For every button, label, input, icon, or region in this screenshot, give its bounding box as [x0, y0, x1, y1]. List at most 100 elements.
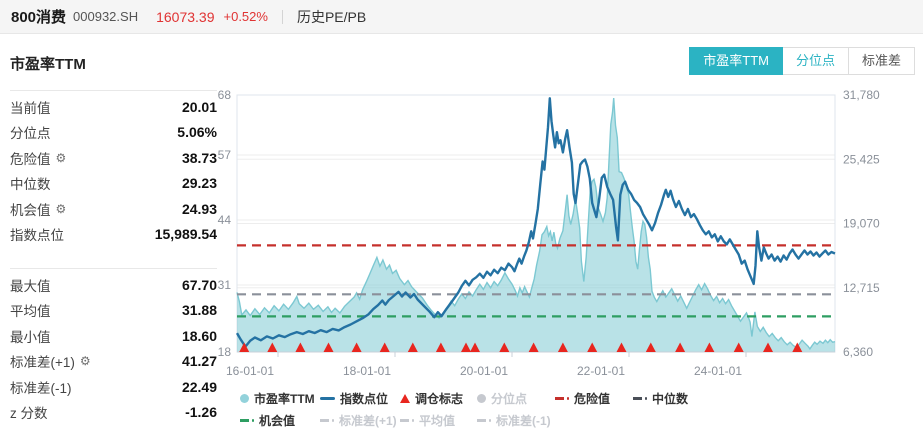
stat-label: 中位数 — [10, 177, 51, 193]
legend-label: 标准差(-1) — [496, 414, 551, 428]
index-change-percent: +0.52% — [223, 9, 268, 24]
legend-item-pe-ttm[interactable]: 市盈率TTM — [240, 389, 320, 408]
stat-label: 分位点 — [10, 126, 51, 142]
tab-stddev[interactable]: 标准差 — [847, 47, 915, 75]
svg-text:18-01-01: 18-01-01 — [343, 364, 391, 378]
opportunity-dashdot-icon — [240, 419, 254, 422]
stddev-minus1-dashdot-icon — [477, 419, 491, 422]
stat-label: 指数点位 — [10, 228, 64, 244]
gear-icon[interactable]: ⚙ — [55, 201, 67, 216]
stat-value: 29.23 — [181, 175, 217, 192]
chart-legend: 市盈率TTM 指数点位 调仓标志 分位点 危险值 中位数 机会值 标准差(+1)… — [240, 389, 723, 430]
tab-percentile[interactable]: 分位点 — [781, 47, 849, 75]
legend-label: 中位数 — [652, 392, 689, 406]
percentile-marker-icon — [477, 394, 486, 403]
metric-tab-group: 市盈率TTM 分位点 标准差 — [689, 47, 915, 75]
legend-label: 调仓标志 — [415, 392, 464, 406]
legend-item-mean[interactable]: 平均值 — [400, 411, 477, 430]
svg-text:16-01-01: 16-01-01 — [226, 364, 274, 378]
stat-row-index-points: 指数点位 15,989.54 — [10, 222, 217, 248]
stats-panel: 当前值 20.01 分位点 5.06% 危险值 ⚙ 38.73 中位数 29.23… — [10, 90, 217, 425]
svg-text:12,715: 12,715 — [843, 281, 880, 295]
legend-item-percentile[interactable]: 分位点 — [477, 389, 555, 408]
legend-label: 危险值 — [574, 392, 611, 406]
legend-item-opportunity[interactable]: 机会值 — [240, 411, 320, 430]
svg-text:22-01-01: 22-01-01 — [577, 364, 625, 378]
stat-row-max: 最大值 67.70 — [10, 272, 217, 298]
legend-item-rebalance[interactable]: 调仓标志 — [400, 389, 477, 408]
pe-area-marker-icon — [240, 394, 249, 403]
legend-label: 市盈率TTM — [254, 392, 315, 406]
legend-label: 标准差(+1) — [339, 414, 397, 428]
stat-value: 41.27 — [181, 353, 217, 370]
stat-label: 标准差(+1) — [10, 355, 75, 371]
legend-label: 分位点 — [491, 392, 528, 406]
legend-item-danger[interactable]: 危险值 — [555, 389, 633, 408]
svg-text:18: 18 — [218, 345, 232, 359]
index-header-bar: 800消费 000932.SH 16073.39 +0.52% 历史PE/PB — [0, 0, 923, 34]
svg-text:31,780: 31,780 — [843, 88, 880, 102]
stats-group-bottom: 最大值 67.70 平均值 31.88 最小值 18.60 标准差(+1) ⚙ 4… — [10, 268, 217, 425]
legend-item-stddev-minus1[interactable]: 标准差(-1) — [477, 411, 555, 430]
stat-label: 最小值 — [10, 329, 51, 345]
stat-label: 最大值 — [10, 278, 51, 294]
stat-row-danger: 危险值 ⚙ 38.73 — [10, 145, 217, 171]
stat-label: 平均值 — [10, 304, 51, 320]
legend-item-index-points[interactable]: 指数点位 — [320, 389, 400, 408]
rebalance-triangle-icon — [400, 394, 410, 403]
index-code: 000932.SH — [73, 9, 139, 24]
legend-item-median[interactable]: 中位数 — [633, 389, 723, 408]
svg-text:57: 57 — [218, 148, 232, 162]
stat-label: 机会值 — [10, 202, 51, 218]
stat-row-percentile: 分位点 5.06% — [10, 120, 217, 146]
stat-label: 危险值 — [10, 151, 51, 167]
stat-value: 38.73 — [181, 149, 217, 166]
svg-text:19,070: 19,070 — [843, 217, 880, 231]
stat-value: 5.06% — [177, 124, 217, 141]
stat-value: 67.70 — [181, 276, 217, 293]
legend-label: 机会值 — [259, 414, 296, 428]
stat-value: 15,989.54 — [154, 226, 217, 243]
mean-dashdot-icon — [400, 419, 414, 422]
stat-row-stddev-plus1: 标准差(+1) ⚙ 41.27 — [10, 349, 217, 375]
stat-value: 24.93 — [181, 200, 217, 217]
stat-value: 22.49 — [181, 378, 217, 395]
index-line-marker-icon — [320, 397, 335, 400]
gear-icon[interactable]: ⚙ — [55, 150, 67, 165]
stat-row-median: 中位数 29.23 — [10, 171, 217, 197]
stat-label: 标准差(-1) — [10, 380, 72, 396]
gear-icon[interactable]: ⚙ — [79, 354, 91, 369]
median-dashdot-icon — [633, 397, 647, 400]
section-title: 市盈率TTM — [10, 56, 86, 73]
stat-value: -1.26 — [185, 404, 217, 421]
legend-label: 平均值 — [419, 414, 456, 428]
index-name: 800消费 — [11, 9, 67, 26]
stat-row-opportunity: 机会值 ⚙ 24.93 — [10, 196, 217, 222]
danger-dashdot-icon — [555, 397, 569, 400]
index-price: 16073.39 — [156, 8, 215, 25]
stat-row-stddev-minus1: 标准差(-1) 22.49 — [10, 374, 217, 400]
svg-text:68: 68 — [218, 88, 232, 102]
stat-value: 31.88 — [181, 302, 217, 319]
stat-value: 18.60 — [181, 327, 217, 344]
svg-text:20-01-01: 20-01-01 — [460, 364, 508, 378]
legend-item-stddev-plus1[interactable]: 标准差(+1) — [320, 411, 400, 430]
stat-label: z 分数 — [10, 406, 48, 422]
tab-pe-ttm[interactable]: 市盈率TTM — [689, 47, 783, 75]
legend-label: 指数点位 — [340, 392, 389, 406]
stddev-plus1-dashdot-icon — [320, 419, 334, 422]
nav-history-pe-pb[interactable]: 历史PE/PB — [296, 8, 367, 25]
stat-row-current: 当前值 20.01 — [10, 94, 217, 120]
stats-group-top: 当前值 20.01 分位点 5.06% 危险值 ⚙ 38.73 中位数 29.23… — [10, 94, 217, 247]
stat-value: 20.01 — [181, 98, 217, 115]
pe-ttm-chart: 68 57 44 31 18 31,780 25,425 19,070 12,715 6,360 1… — [215, 85, 923, 388]
svg-text:25,425: 25,425 — [843, 152, 880, 166]
stat-row-min: 最小值 18.60 — [10, 323, 217, 349]
svg-text:24-01-01: 24-01-01 — [694, 364, 742, 378]
stat-row-zscore: z 分数 -1.26 — [10, 400, 217, 426]
stat-row-mean: 平均值 31.88 — [10, 298, 217, 324]
svg-text:6,360: 6,360 — [843, 345, 873, 359]
header-divider — [281, 9, 283, 24]
svg-text:31: 31 — [218, 278, 232, 292]
stat-label: 当前值 — [10, 100, 51, 116]
